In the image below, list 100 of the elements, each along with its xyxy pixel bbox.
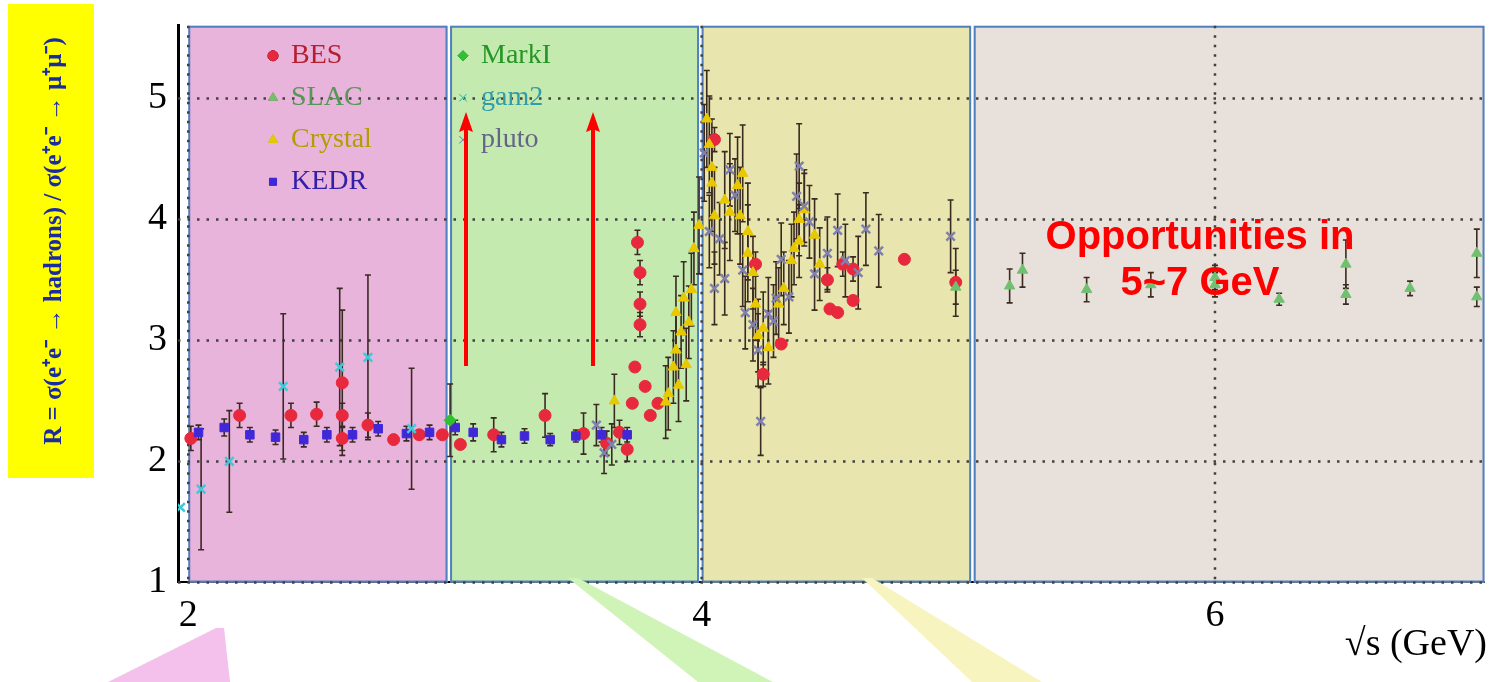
legend-label: gam2: [481, 80, 544, 112]
point: [620, 442, 634, 456]
legend-label: KEDR: [291, 164, 368, 196]
x-tick-label: 2: [178, 592, 198, 635]
point: [703, 226, 715, 237]
point: [749, 297, 762, 308]
point: [284, 408, 298, 422]
point: [638, 379, 652, 393]
point: [737, 166, 749, 177]
point: [453, 437, 467, 451]
point: [757, 321, 769, 332]
point: [752, 329, 764, 340]
point: [768, 315, 779, 327]
point: [719, 193, 731, 204]
point: [633, 266, 647, 280]
point: [706, 176, 718, 187]
point: [443, 413, 457, 427]
point: [662, 387, 674, 398]
point: [809, 268, 821, 280]
point: [270, 432, 281, 442]
point: [233, 408, 247, 422]
point: [195, 483, 207, 495]
point: [873, 245, 885, 257]
point: [739, 307, 751, 319]
point: [310, 407, 324, 421]
point: [468, 427, 478, 438]
point: [625, 396, 639, 410]
point: [670, 306, 682, 317]
point: [667, 360, 680, 371]
point: [1340, 287, 1352, 298]
point: [703, 137, 716, 148]
point: [608, 394, 621, 405]
point: [1471, 246, 1483, 257]
point: [747, 266, 759, 277]
point: [630, 235, 644, 249]
point: [688, 241, 700, 252]
point: [184, 431, 198, 445]
legend-label: pluto: [481, 122, 539, 154]
point: [814, 257, 826, 268]
point: [335, 431, 349, 445]
point: [747, 319, 759, 331]
point: [731, 179, 744, 190]
point: [706, 160, 718, 171]
y-tick-label: 5: [148, 74, 167, 117]
point: [793, 234, 805, 245]
point: [742, 246, 754, 257]
point: [387, 433, 401, 447]
point: [821, 247, 833, 259]
point: [708, 209, 721, 220]
y-tick-label: 4: [148, 195, 167, 238]
point: [412, 428, 426, 442]
point: [677, 291, 690, 302]
point: [775, 253, 787, 265]
point: [633, 297, 647, 311]
point: [770, 292, 782, 304]
point: [945, 230, 957, 242]
point: [487, 428, 501, 442]
point: [1340, 257, 1352, 268]
legend-label: SLAC: [291, 80, 363, 112]
x-axis-title: √s (GeV): [1344, 620, 1487, 664]
point: [749, 257, 763, 271]
point: [693, 218, 705, 229]
point: [334, 361, 346, 373]
point: [322, 430, 332, 440]
point: [762, 308, 774, 320]
point: [793, 212, 805, 223]
point: [724, 205, 736, 216]
point: [685, 283, 698, 294]
point: [778, 281, 790, 292]
point: [737, 264, 749, 276]
point: [680, 358, 692, 369]
y-tick-label: 1: [148, 558, 167, 601]
point: [598, 447, 610, 459]
point: [846, 293, 860, 307]
point: [519, 431, 530, 441]
point: [1471, 290, 1483, 301]
point: [756, 367, 770, 381]
point: [633, 318, 647, 332]
point: [729, 189, 741, 201]
point: [774, 337, 788, 351]
point: [672, 378, 685, 389]
point: [1003, 279, 1016, 290]
point: [719, 273, 731, 285]
point: [277, 380, 289, 392]
point: [590, 419, 602, 431]
point: [683, 315, 695, 326]
annotation: Opportunities in 5~7 GeV: [1044, 212, 1356, 304]
point: [708, 282, 720, 294]
point: [762, 341, 775, 352]
point: [755, 415, 767, 427]
point: [742, 225, 754, 235]
legend-label: MarkI: [481, 38, 551, 70]
point: [701, 112, 713, 123]
point: [628, 360, 642, 374]
point: [361, 418, 375, 432]
point: [791, 190, 803, 202]
x-tick-label: 6: [1205, 592, 1225, 635]
point: [606, 438, 618, 450]
point: [347, 430, 358, 440]
point: [839, 255, 851, 267]
